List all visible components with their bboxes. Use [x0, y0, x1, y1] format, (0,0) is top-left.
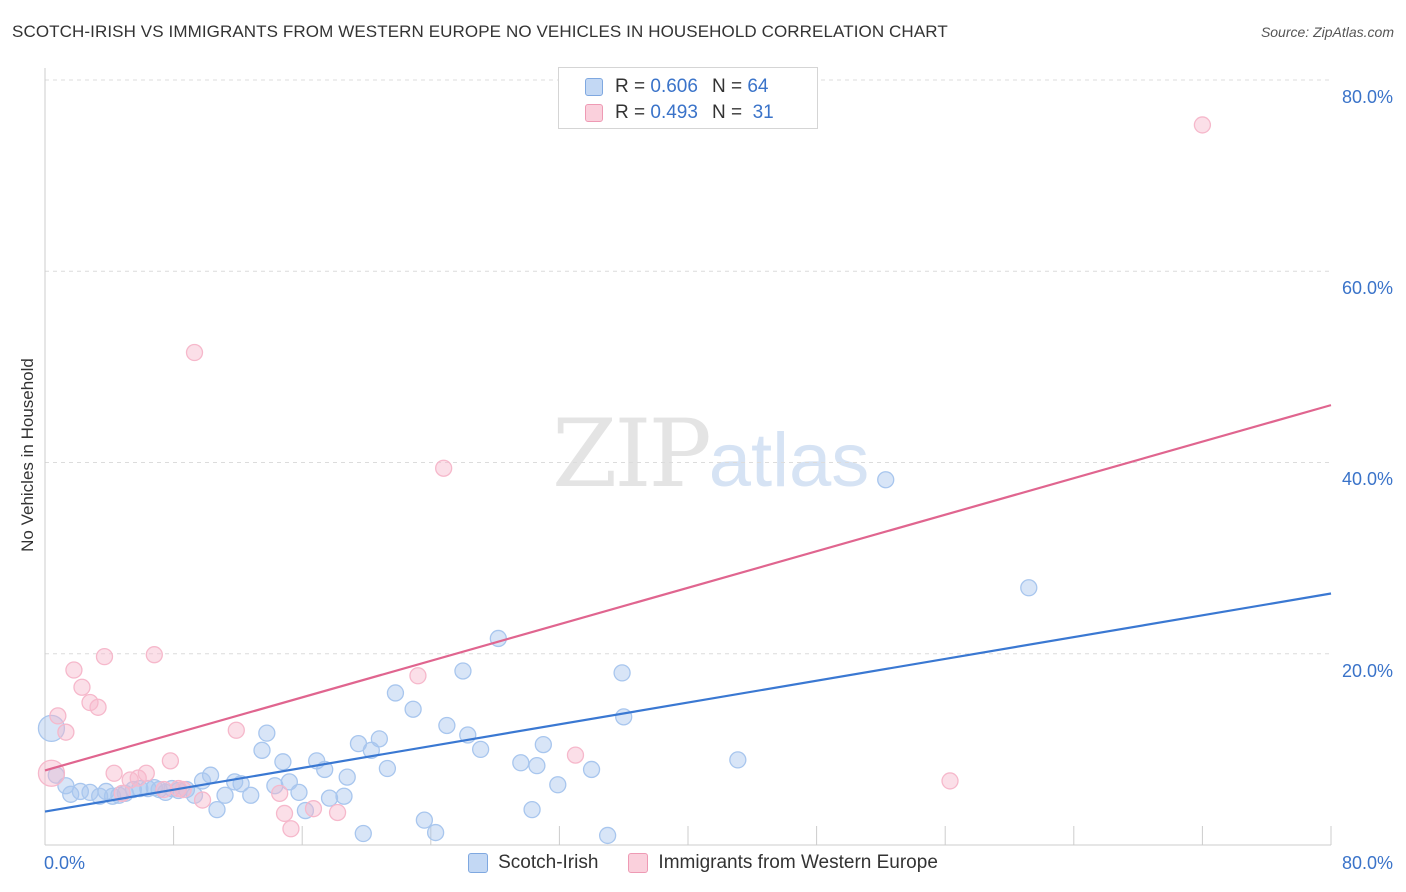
- y-tick-label-40: 40.0%: [1341, 469, 1393, 489]
- immigrants-point: [65, 661, 83, 679]
- legend-r-value: 0.493: [650, 102, 698, 123]
- series-legend-swatch: [468, 853, 489, 873]
- scotch-irish-point: [598, 826, 617, 845]
- scotch-irish-point: [354, 824, 372, 843]
- immigrants-point: [566, 746, 585, 764]
- immigrants-point: [275, 804, 294, 823]
- x-tick-label-min: 0.0%: [44, 853, 86, 873]
- scotch-irish-point: [242, 786, 260, 804]
- scotch-irish-point: [335, 787, 353, 805]
- y-tick-label-60: 60.0%: [1341, 278, 1393, 298]
- immigrants-point: [129, 769, 147, 787]
- immigrants-point: [57, 723, 75, 741]
- y-tick-label-80: 80.0%: [1341, 87, 1393, 107]
- legend-swatch-scotch-irish: [585, 78, 603, 96]
- scotch-irish-point: [1020, 579, 1038, 597]
- immigrants-point: [37, 759, 66, 787]
- immigrants-point: [89, 698, 107, 716]
- immigrants-point: [49, 707, 67, 725]
- scotch-irish-point: [471, 740, 490, 759]
- scotch-irish-point: [582, 760, 601, 779]
- scotch-irish-point: [201, 766, 220, 784]
- scotch-irish-point: [386, 684, 405, 702]
- series-legend-label: Scotch-Irish: [498, 852, 599, 873]
- legend-swatch-immigrants: [585, 104, 603, 122]
- immigrants-point: [161, 752, 180, 770]
- legend-r-value: 0.606: [650, 76, 698, 97]
- immigrants-point: [282, 820, 300, 838]
- immigrants-point: [435, 459, 453, 477]
- immigrants-point: [185, 343, 204, 362]
- scotch-irish-point: [512, 754, 530, 772]
- immigrants-point: [105, 764, 123, 782]
- scotch-irish-point: [258, 724, 276, 742]
- scotch-irish-point: [274, 753, 292, 771]
- legend-r-label: R =: [615, 76, 646, 97]
- series-legend: Scotch-Irish Immigrants from Western Eur…: [0, 852, 1406, 874]
- chart-title: SCOTCH-IRISH VS IMMIGRANTS FROM WESTERN …: [12, 22, 948, 41]
- x-tick-label-max: 80.0%: [1341, 853, 1393, 873]
- scotch-irish-point: [404, 700, 422, 718]
- immigrants-point: [81, 693, 99, 712]
- immigrants-point: [409, 667, 427, 685]
- scotch-irish-point: [370, 730, 389, 748]
- immigrants-point: [137, 764, 155, 782]
- scotch-irish-point: [415, 811, 434, 829]
- legend-n-label: N =: [711, 76, 743, 97]
- scotch-irish-point: [62, 785, 80, 803]
- scotch-irish-point: [615, 708, 633, 726]
- immigrants-point: [271, 784, 289, 803]
- scotch-irish-point: [528, 756, 546, 775]
- scotch-irish-point: [216, 786, 234, 804]
- immigrants-point: [304, 800, 323, 818]
- legend-r-label: R =: [615, 102, 646, 123]
- watermark-atlas: atlas: [708, 418, 870, 503]
- legend-row-immigrants: R = 0.493 N = 31: [585, 101, 774, 125]
- scotch-irish-point: [549, 776, 567, 794]
- scotch-irish-point: [454, 662, 472, 680]
- legend-n-value: 64: [747, 76, 769, 97]
- source-credit: Source: ZipAtlas.com: [1260, 24, 1394, 40]
- legend-row-scotch-irish: R = 0.606 N = 64: [585, 75, 768, 99]
- series-legend-swatch: [628, 853, 649, 873]
- immigrants-point: [193, 791, 212, 809]
- legend-n-label: N =: [711, 102, 743, 123]
- immigrants-point: [73, 678, 91, 696]
- immigrants-point: [145, 646, 163, 664]
- scotch-irish-point: [523, 800, 541, 819]
- y-tick-label-20: 20.0%: [1341, 661, 1393, 681]
- series-legend-item-immigrants[interactable]: Immigrants from Western Europe: [628, 852, 938, 874]
- series-legend-label: Immigrants from Western Europe: [658, 852, 938, 873]
- scotch-irish-point: [438, 716, 456, 735]
- scotch-irish-point: [338, 768, 356, 786]
- scotch-irish-point: [320, 789, 339, 807]
- scotch-irish-point: [613, 664, 631, 682]
- scotch-irish-trendline: [44, 592, 1332, 813]
- scotch-irish-point: [378, 759, 397, 778]
- legend-n-value: 31: [752, 102, 774, 123]
- watermark-zip: ZIP: [552, 400, 712, 509]
- scotch-irish-point: [729, 751, 747, 769]
- immigrants-point: [941, 772, 959, 790]
- watermark: ZIPatlas: [552, 400, 869, 509]
- scotch-irish-point: [534, 735, 552, 754]
- scotch-irish-point: [253, 741, 271, 759]
- series-legend-item-scotch-irish[interactable]: Scotch-Irish: [468, 852, 598, 874]
- immigrants-point: [95, 647, 114, 666]
- scotch-irish-point: [208, 800, 226, 819]
- scotch-irish-point: [877, 471, 895, 489]
- immigrants-point: [328, 803, 347, 822]
- immigrants-trendline: [44, 404, 1332, 772]
- correlation-legend: R = 0.606 N = 64 R = 0.493 N = 31: [558, 67, 818, 129]
- scotch-irish-point: [426, 823, 445, 842]
- immigrants-point: [227, 721, 245, 739]
- scotch-irish-point: [290, 783, 308, 802]
- immigrants-point: [1193, 116, 1212, 134]
